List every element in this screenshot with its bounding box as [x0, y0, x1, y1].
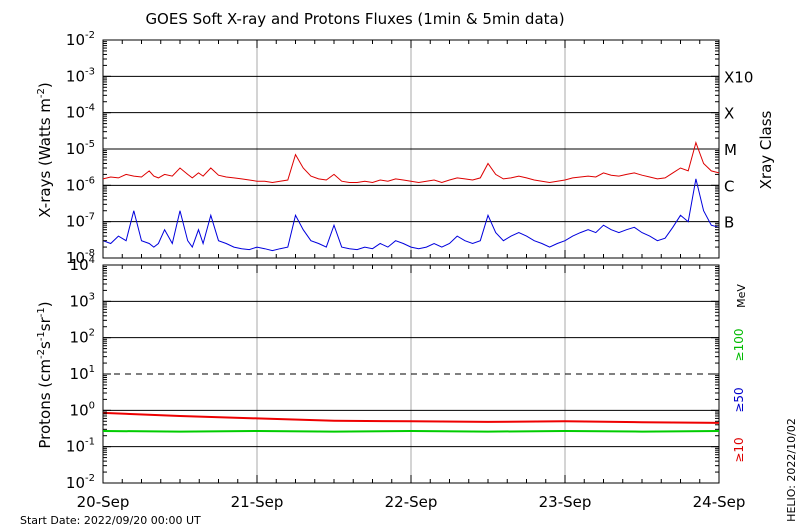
x-gridlines — [256, 40, 566, 483]
y-tick-label: 10-2 — [66, 473, 95, 492]
proton-ylabel-mid1: s — [36, 341, 54, 349]
helio-credit: HELIO: 2022/10/02 — [785, 418, 798, 522]
x-tick-label: 20-Sep — [77, 493, 130, 511]
series-line — [102, 429, 720, 433]
proton-series — [102, 411, 720, 433]
y-tick-label: 100 — [70, 400, 95, 419]
x-tick-label: 21-Sep — [231, 493, 284, 511]
proton-y-gridlines — [103, 300, 719, 448]
y-tick-label: 10-3 — [66, 66, 95, 85]
xray-class-label: X10 — [724, 68, 753, 86]
axis-tick-labels: 10-8 10-7 10-6 10-5 10-4 10-3 10-2 10-2 10-1 100 1… — [66, 30, 753, 511]
xray-y-axis-label: X-rays (Watts m-2) — [36, 82, 54, 217]
y-tick-label: 10-5 — [66, 139, 95, 158]
xray-class-label: M — [724, 141, 737, 159]
xray-class-label: C — [724, 177, 734, 195]
proton-ylabel-sup1: -2 — [36, 349, 47, 359]
y-tick-label: 10-1 — [66, 437, 95, 456]
proton-channel-label: ≥10 — [732, 437, 746, 462]
y-tick-label: 10-7 — [66, 212, 95, 231]
y-tick-label: 10-8 — [66, 248, 95, 267]
proton-channel-label: ≥100 — [732, 329, 746, 362]
x-tick-label: 22-Sep — [385, 493, 438, 511]
y-tick-label: 101 — [70, 364, 95, 383]
series-line — [102, 411, 720, 424]
y-tick-label: 10-4 — [66, 103, 95, 122]
xray-series — [102, 140, 720, 252]
proton-ylabel-close: ) — [36, 301, 54, 307]
chart-title: GOES Soft X-ray and Protons Fluxes (1min… — [145, 10, 564, 28]
y-tick-label: 104 — [70, 255, 95, 274]
start-date: Start Date: 2022/09/20 00:00 UT — [20, 514, 201, 527]
y-tick-label: 10-2 — [66, 30, 95, 49]
proton-ylabel-text: Protons (cm — [36, 359, 54, 449]
proton-y-axis-label: Protons (cm-2s-1sr-1) — [36, 301, 54, 448]
xray-ylabel-text: X-rays (Watts m — [36, 98, 54, 218]
xray-class-label: B — [724, 214, 734, 232]
y-tick-label: 10-6 — [66, 175, 95, 194]
xray-class-axis-label: Xray Class — [757, 110, 775, 189]
energy-unit-label: MeV — [735, 284, 748, 308]
series-line — [102, 178, 720, 252]
axis-ticks — [102, 39, 720, 484]
y-tick-label: 102 — [70, 328, 95, 347]
proton-channel-label: ≥50 — [732, 387, 746, 412]
y-tick-label: 103 — [70, 291, 95, 310]
proton-ylabel-sup3: -1 — [36, 307, 47, 317]
xray-class-label: X — [724, 105, 734, 123]
proton-ylabel-sup2: -1 — [36, 331, 47, 341]
x-tick-label: 24-Sep — [693, 493, 746, 511]
series-line — [102, 140, 720, 184]
x-tick-label: 23-Sep — [539, 493, 592, 511]
proton-ylabel-mid2: sr — [36, 316, 54, 331]
xray-y-gridlines — [103, 75, 719, 223]
xray-ylabel-sup: -2 — [36, 88, 47, 98]
xray-ylabel-close: ) — [36, 82, 54, 88]
